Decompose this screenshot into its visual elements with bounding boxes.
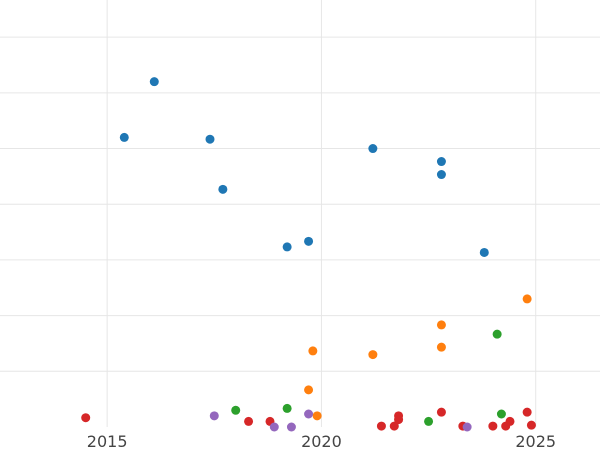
data-point-s4-4 bbox=[462, 422, 472, 432]
y-gridlines bbox=[0, 36, 600, 372]
data-point-s3-1 bbox=[244, 416, 254, 426]
data-point-s0-4 bbox=[282, 242, 292, 252]
data-point-s0-5 bbox=[304, 236, 314, 246]
data-point-s0-9 bbox=[479, 247, 489, 257]
x-tick-label-2: 2025 bbox=[515, 432, 556, 450]
data-point-s1-2 bbox=[312, 411, 322, 421]
data-point-s1-3 bbox=[368, 350, 378, 360]
data-point-s0-1 bbox=[149, 77, 159, 87]
data-point-s2-4 bbox=[496, 409, 506, 419]
data-point-s3-6 bbox=[394, 415, 404, 425]
x-tick-label-1: 2020 bbox=[301, 432, 342, 450]
data-point-s3-4 bbox=[389, 421, 399, 431]
data-point-s0-6 bbox=[368, 144, 378, 154]
data-point-s1-5 bbox=[436, 342, 446, 352]
data-point-s0-7 bbox=[436, 157, 446, 167]
data-point-s4-2 bbox=[286, 422, 296, 432]
data-point-s1-6 bbox=[522, 294, 532, 304]
data-point-s3-9 bbox=[488, 421, 498, 431]
data-point-s1-4 bbox=[436, 320, 446, 330]
data-point-s3-11 bbox=[505, 416, 515, 426]
data-point-s4-0 bbox=[209, 411, 219, 421]
data-point-s2-0 bbox=[231, 405, 241, 415]
data-point-s3-13 bbox=[526, 420, 536, 430]
data-point-s2-2 bbox=[424, 416, 434, 426]
data-point-s3-0 bbox=[81, 413, 91, 423]
data-point-s0-8 bbox=[436, 170, 446, 180]
data-point-s2-3 bbox=[492, 329, 502, 339]
data-point-s3-3 bbox=[376, 421, 386, 431]
data-points bbox=[81, 77, 536, 432]
data-point-s1-0 bbox=[304, 385, 314, 395]
data-point-s0-2 bbox=[205, 134, 215, 144]
data-point-s1-1 bbox=[308, 346, 318, 356]
data-point-s3-7 bbox=[436, 407, 446, 417]
data-point-s2-1 bbox=[282, 403, 292, 413]
data-point-s4-3 bbox=[304, 409, 314, 419]
x-tick-labels: 2015 2020 2025 bbox=[87, 432, 556, 450]
data-point-s0-3 bbox=[218, 184, 228, 194]
data-point-s0-0 bbox=[119, 132, 129, 142]
x-tick-label-0: 2015 bbox=[87, 432, 128, 450]
x-gridlines bbox=[106, 0, 537, 427]
data-point-s4-1 bbox=[269, 422, 279, 432]
data-point-s3-12 bbox=[522, 407, 532, 417]
